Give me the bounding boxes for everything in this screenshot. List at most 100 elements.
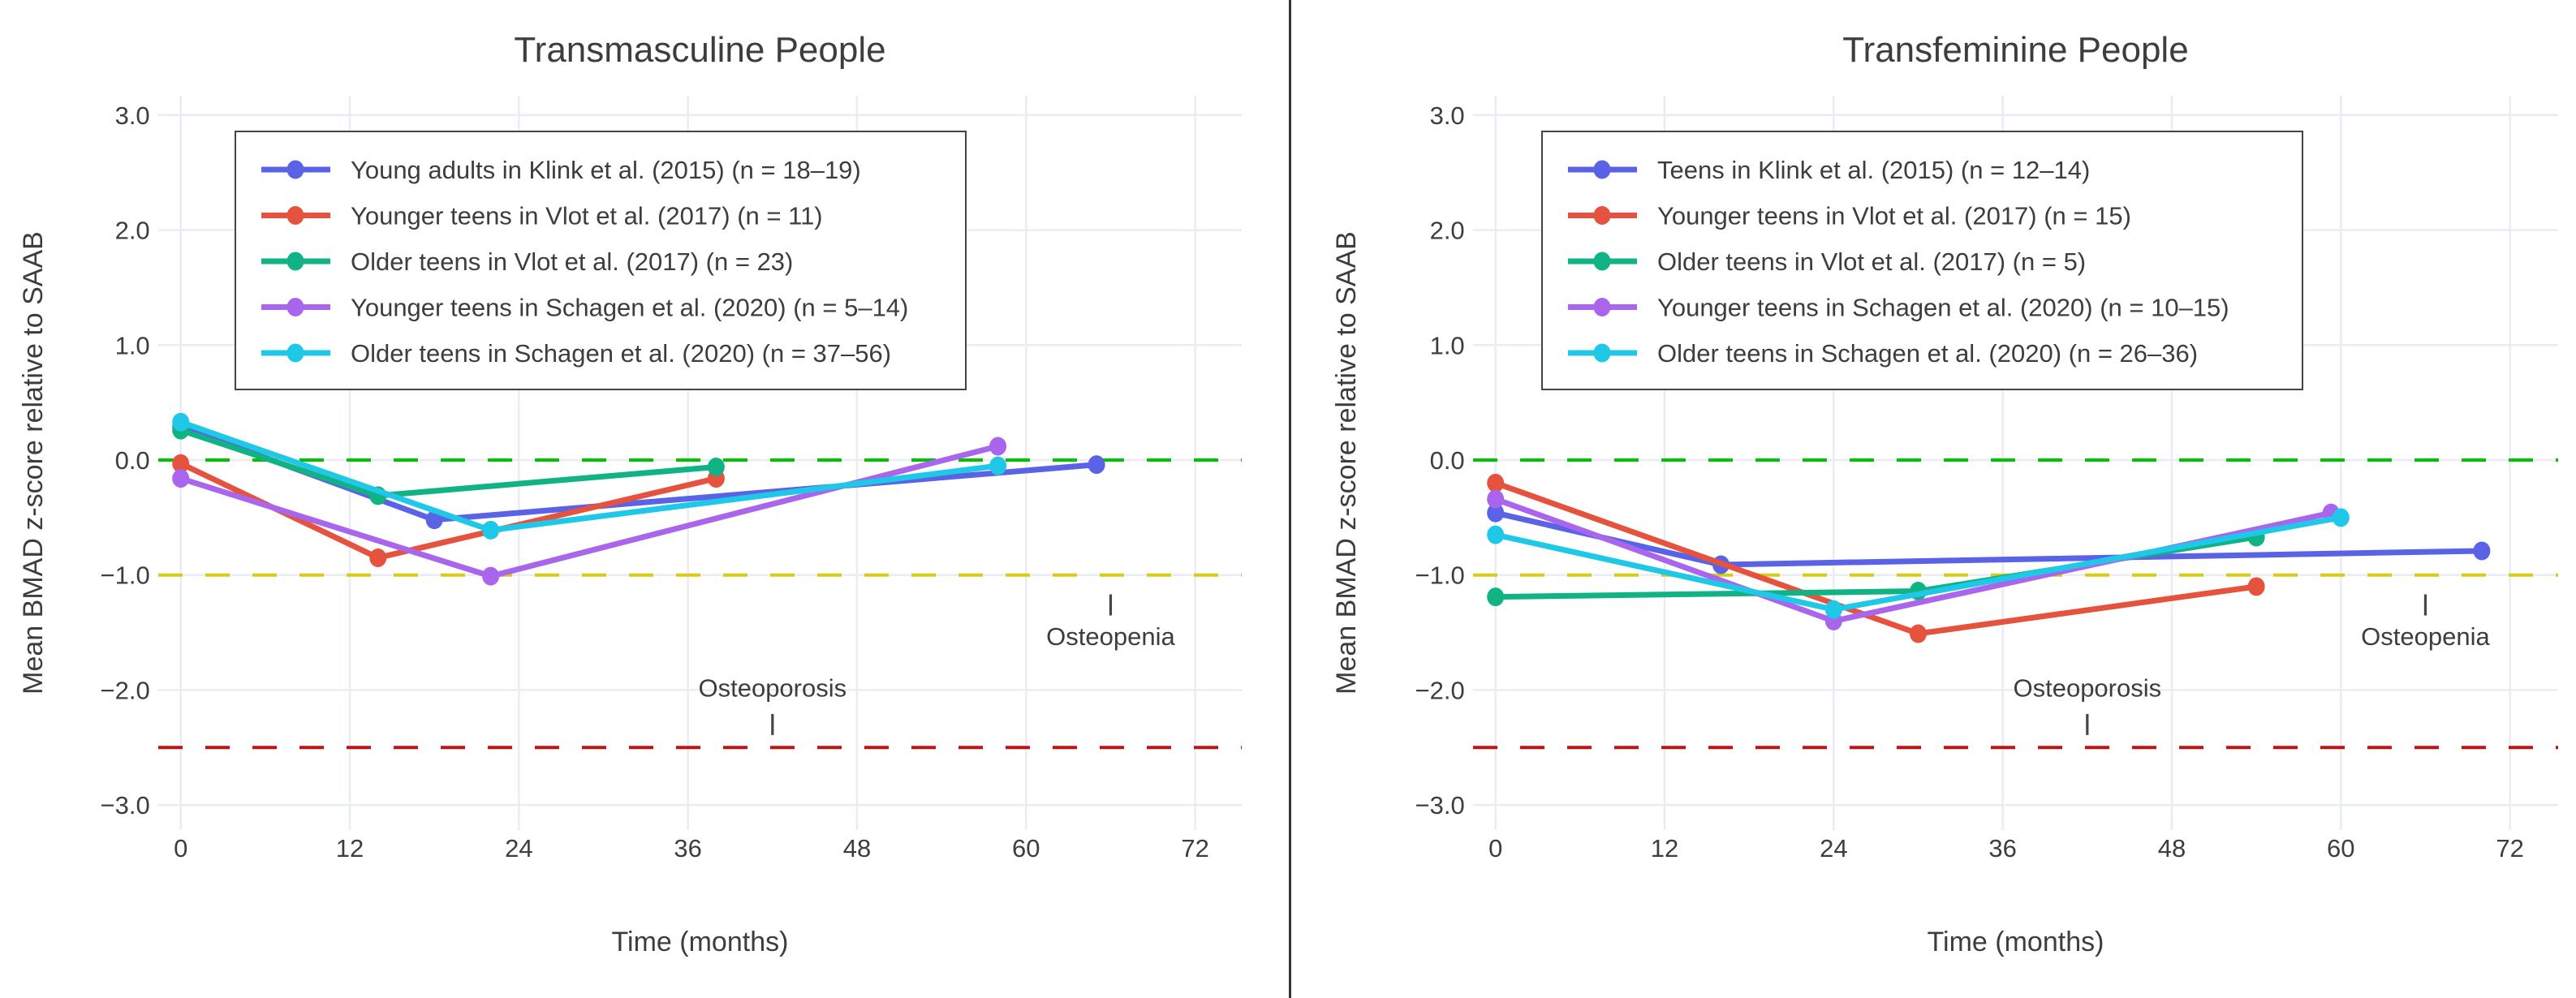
series-marker-0-2 [2473,541,2491,561]
x-tick-label-0: 0 [174,834,187,862]
series-marker-4-0 [172,412,190,432]
series-marker-4-1 [1824,600,1842,619]
x-tick-label-72: 72 [2496,834,2523,862]
legend-marker-4 [286,343,304,363]
x-tick-label-60: 60 [2327,834,2354,862]
x-tick-label-0: 0 [1488,834,1502,862]
legend-entry-0[interactable]: Young adults in Klink et al. (2015) (n =… [261,156,861,184]
legend-marker-1 [1593,206,1611,225]
x-tick-label-36: 36 [1988,834,2016,862]
series-line-2 [178,427,719,499]
y-tick-label-0: 0.0 [1430,446,1465,475]
legend-marker-0 [1593,160,1611,179]
x-tick-label-36: 36 [674,834,701,862]
legend-label-3: Younger teens in Schagen et al. (2020) (… [1657,294,2229,322]
y-tick-label--3: −3.0 [100,791,149,819]
series-4 [172,412,1007,540]
y-axis-title: Mean BMAD z-score relative to SAAB [18,231,49,695]
series-2 [172,420,725,505]
annotation-label-1: Osteopenia [1046,622,1175,651]
legend-label-4: Older teens in Schagen et al. (2020) (n … [1657,339,2198,368]
series-marker-0-0 [1487,503,1505,523]
y-tick-label--1: −1.0 [100,561,149,590]
x-tick-label-24: 24 [1820,834,1847,862]
y-tick-label--3: −3.0 [1415,791,1464,819]
series-marker-1-0 [172,454,190,473]
y-tick-label--1: −1.0 [1415,561,1464,590]
annotation-label-1: Osteopenia [2361,622,2490,651]
legend-entry-3[interactable]: Younger teens in Schagen et al. (2020) (… [1568,294,2229,322]
series-marker-3-1 [482,566,500,586]
legend-label-0: Young adults in Klink et al. (2015) (n =… [351,156,861,184]
series-marker-1-0 [1487,473,1505,493]
legend-entry-2[interactable]: Older teens in Vlot et al. (2017) (n = 2… [261,247,793,276]
x-tick-label-12: 12 [1651,834,1678,862]
x-axis-title: Time (months) [1928,927,2104,957]
series-marker-4-2 [2332,508,2350,527]
series-marker-4-0 [1487,525,1505,544]
chart-title: Transfeminine People [1842,30,2188,70]
legend-label-1: Younger teens in Vlot et al. (2017) (n =… [351,202,823,230]
series-marker-3-0 [1487,489,1505,509]
series-1 [1487,473,2265,643]
legend-entry-4[interactable]: Older teens in Schagen et al. (2020) (n … [1568,339,2198,368]
legend-entry-3[interactable]: Younger teens in Schagen et al. (2020) (… [261,294,908,322]
chart-transfeminine: Osteoporosis Osteopenia Teens in Klink et … [1331,30,2558,957]
legend-marker-3 [286,298,304,316]
legend-label-1: Younger teens in Vlot et al. (2017) (n =… [1657,202,2131,230]
x-tick-label-48: 48 [2158,834,2186,862]
legend-label-2: Older teens in Vlot et al. (2017) (n = 2… [351,247,793,276]
chart-title: Transmasculine People [514,30,885,70]
legend: Young adults in Klink et al. (2015) (n =… [235,131,967,390]
legend-marker-0 [286,160,304,179]
series-marker-4-2 [989,456,1007,475]
x-tick-label-72: 72 [1181,834,1208,862]
grid [158,96,1242,830]
legend-entry-1[interactable]: Younger teens in Vlot et al. (2017) (n =… [261,202,823,230]
y-axis-title: Mean BMAD z-score relative to SAAB [1331,231,1362,695]
series-marker-1-1 [369,548,387,567]
series-marker-1-2 [2247,577,2265,596]
series-marker-2-0 [1487,587,1505,607]
x-axis-title: Time (months) [612,927,789,957]
y-tick-label-1: 1.0 [1430,331,1465,359]
y-tick-label-2: 2.0 [1430,217,1465,245]
legend-marker-2 [286,252,304,271]
legend-box [235,131,967,390]
x-tick-label-12: 12 [336,834,364,862]
series-1 [172,454,725,567]
legend-label-2: Older teens in Vlot et al. (2017) (n = 5… [1657,247,2086,276]
legend-entry-2[interactable]: Older teens in Vlot et al. (2017) (n = 5… [1568,247,2086,276]
legend-entry-0[interactable]: Teens in Klink et al. (2015) (n = 12–14) [1568,156,2090,184]
legend-label-3: Younger teens in Schagen et al. (2020) (… [351,294,908,322]
legend-marker-1 [286,206,304,225]
chart-transmasculine: Osteoporosis Osteopenia Young adults in Kl… [18,30,1242,957]
y-tick-label-3: 3.0 [115,101,150,130]
x-tick-label-60: 60 [1012,834,1040,862]
y-tick-label--2: −2.0 [1415,676,1464,704]
annotation-label-0: Osteoporosis [2013,674,2161,703]
series-marker-3-0 [172,469,190,488]
series-4 [1487,508,2350,619]
legend-marker-4 [1593,343,1611,363]
legend-box [1541,131,2303,390]
y-tick-label-0: 0.0 [115,446,150,475]
panel-divider [1289,0,1291,998]
series-line-2 [1493,534,2259,600]
x-tick-label-24: 24 [505,834,532,862]
series-marker-0-1 [425,510,443,530]
legend-marker-3 [1593,298,1611,316]
legend-entry-4[interactable]: Older teens in Schagen et al. (2020) (n … [261,339,891,368]
series-marker-0-2 [1088,455,1105,475]
y-tick-label-2: 2.0 [115,217,150,245]
legend-entry-1[interactable]: Younger teens in Vlot et al. (2017) (n =… [1568,202,2131,230]
series-marker-1-1 [1910,624,1927,643]
series-marker-2-2 [707,458,725,477]
y-tick-label-3: 3.0 [1430,101,1465,130]
y-tick-label--2: −2.0 [100,676,149,704]
legend: Teens in Klink et al. (2015) (n = 12–14)… [1541,131,2303,390]
x-tick-label-48: 48 [843,834,871,862]
legend-marker-2 [1593,252,1611,271]
series-marker-4-1 [482,520,500,540]
